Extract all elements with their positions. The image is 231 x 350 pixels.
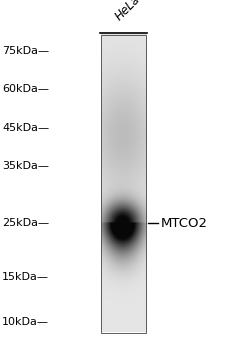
Text: 45kDa—: 45kDa— — [2, 123, 49, 133]
Text: 25kDa—: 25kDa— — [2, 218, 49, 228]
Text: 35kDa—: 35kDa— — [2, 161, 49, 171]
Bar — [100, 35, 146, 332]
Text: 10kDa—: 10kDa— — [2, 317, 49, 327]
Text: MTCO2: MTCO2 — [161, 217, 207, 230]
Text: 60kDa—: 60kDa— — [2, 84, 49, 94]
Text: 15kDa—: 15kDa— — [2, 272, 49, 281]
Text: 75kDa—: 75kDa— — [2, 46, 49, 56]
Text: HeLa: HeLa — [112, 0, 143, 23]
